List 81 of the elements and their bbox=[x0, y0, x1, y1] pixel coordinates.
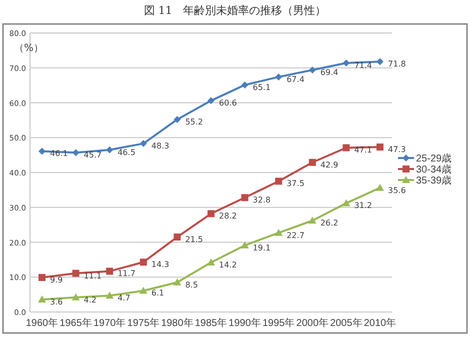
data-label: 19.1 bbox=[252, 243, 271, 252]
point bbox=[376, 184, 384, 191]
data-label: 71.8 bbox=[388, 60, 406, 69]
data-label: 22.7 bbox=[286, 230, 304, 240]
data-label: 11.7 bbox=[118, 269, 136, 278]
point bbox=[275, 178, 282, 185]
point bbox=[376, 58, 384, 66]
point bbox=[106, 292, 114, 299]
data-label: 14.3 bbox=[151, 260, 170, 270]
data-label: 4.2 bbox=[84, 295, 97, 304]
point bbox=[241, 81, 248, 88]
data-label: 28.2 bbox=[219, 212, 237, 221]
data-label: 14.2 bbox=[219, 260, 237, 270]
point bbox=[174, 234, 181, 241]
point bbox=[140, 258, 147, 266]
data-label: 45.7 bbox=[84, 150, 102, 160]
legend-label: 35-39歳 bbox=[416, 174, 452, 186]
point bbox=[38, 295, 46, 302]
point bbox=[308, 66, 316, 74]
point bbox=[139, 286, 148, 294]
data-label: 31.2 bbox=[354, 201, 372, 210]
point bbox=[106, 268, 114, 275]
chart-title: 図 11 年齢別未婚率の推移（男性） bbox=[144, 4, 326, 17]
point bbox=[140, 140, 147, 148]
point bbox=[174, 116, 181, 123]
data-label: 3.6 bbox=[50, 297, 63, 306]
x-tick-label: 2010年 bbox=[364, 317, 396, 329]
point bbox=[208, 97, 214, 104]
x-tick-label: 2000年 bbox=[296, 317, 329, 329]
data-label: 48.3 bbox=[151, 142, 170, 151]
point bbox=[38, 274, 46, 281]
point bbox=[342, 144, 350, 152]
data-label: 69.4 bbox=[320, 68, 338, 77]
y-axis-title: （%） bbox=[14, 43, 44, 54]
point bbox=[342, 199, 350, 206]
point bbox=[207, 258, 215, 266]
point bbox=[275, 73, 282, 80]
data-label: 32.8 bbox=[252, 196, 271, 205]
point bbox=[376, 144, 384, 151]
point bbox=[72, 270, 80, 277]
data-label: 46.5 bbox=[118, 148, 136, 157]
point bbox=[342, 59, 350, 66]
point bbox=[106, 146, 114, 154]
data-label: 47.1 bbox=[354, 146, 372, 155]
data-label: 71.4 bbox=[354, 60, 372, 70]
data-label: 67.4 bbox=[286, 74, 304, 84]
x-tick-label: 1965年 bbox=[60, 317, 92, 329]
data-label: 9.9 bbox=[50, 275, 63, 284]
point bbox=[38, 148, 46, 155]
point bbox=[274, 228, 283, 236]
data-label: 47.3 bbox=[388, 145, 406, 154]
point bbox=[241, 194, 248, 202]
data-label: 8.5 bbox=[185, 280, 198, 290]
point bbox=[72, 149, 80, 156]
legend-label: 30-34歳 bbox=[416, 164, 452, 176]
data-label: 55.2 bbox=[185, 117, 204, 126]
data-label: 60.6 bbox=[219, 98, 237, 108]
x-tick-label: 1995年 bbox=[262, 317, 295, 329]
legend-label: 25-29歳 bbox=[416, 152, 452, 164]
x-tick-label: 1970年 bbox=[93, 317, 126, 329]
data-label: 37.5 bbox=[286, 179, 304, 188]
data-label: 21.5 bbox=[185, 235, 204, 244]
point bbox=[173, 278, 182, 286]
point bbox=[308, 158, 316, 166]
point bbox=[308, 216, 316, 224]
data-label: 26.2 bbox=[320, 218, 338, 228]
data-label: 65.1 bbox=[252, 82, 271, 92]
point bbox=[72, 293, 80, 300]
data-label: 35.6 bbox=[388, 186, 406, 195]
point bbox=[208, 210, 214, 218]
data-label: 11.1 bbox=[84, 271, 102, 280]
x-tick-label: 1985年 bbox=[194, 317, 228, 329]
x-tick-label: 1990年 bbox=[228, 317, 261, 329]
data-label: 4.7 bbox=[118, 294, 130, 303]
data-label: 42.9 bbox=[320, 160, 338, 170]
x-tick-label: 1975年 bbox=[127, 317, 160, 329]
x-tick-label: 1960年 bbox=[26, 317, 58, 329]
data-label: 6.1 bbox=[151, 288, 164, 298]
x-tick-label: 2005年 bbox=[330, 317, 362, 329]
x-tick-label: 1980年 bbox=[161, 317, 194, 329]
point bbox=[240, 241, 249, 248]
